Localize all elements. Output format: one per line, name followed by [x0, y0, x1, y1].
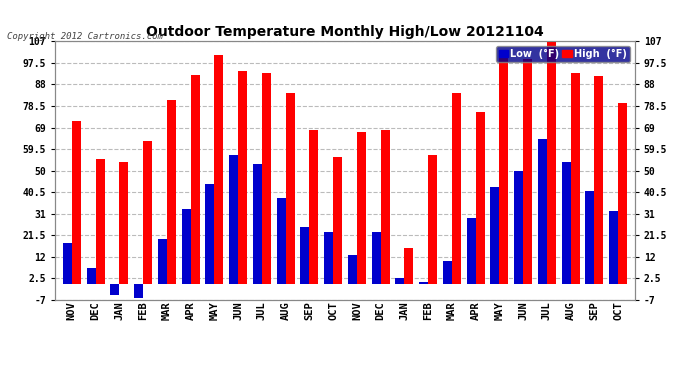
Bar	[143, 141, 152, 284]
Bar	[348, 255, 357, 284]
Bar	[523, 59, 532, 284]
Bar	[475, 112, 484, 284]
Text: Copyright 2012 Cartronics.com: Copyright 2012 Cartronics.com	[7, 32, 163, 41]
Bar	[618, 102, 627, 284]
Bar	[381, 130, 390, 284]
Bar	[190, 75, 199, 284]
Bar	[428, 155, 437, 284]
Bar	[571, 73, 580, 284]
Legend: Low  (°F), High  (°F): Low (°F), High (°F)	[496, 46, 630, 62]
Bar	[253, 164, 262, 284]
Bar	[466, 218, 475, 284]
Bar	[300, 227, 309, 284]
Bar	[609, 211, 618, 284]
Bar	[491, 186, 500, 284]
Bar	[206, 184, 215, 284]
Bar	[286, 93, 295, 284]
Bar	[119, 162, 128, 284]
Bar	[277, 198, 286, 284]
Bar	[594, 76, 604, 284]
Title: Outdoor Temperature Monthly High/Low 20121104: Outdoor Temperature Monthly High/Low 201…	[146, 25, 544, 39]
Bar	[110, 284, 119, 296]
Bar	[181, 209, 190, 284]
Bar	[309, 130, 318, 284]
Bar	[547, 41, 556, 284]
Bar	[372, 232, 381, 284]
Bar	[585, 191, 594, 284]
Bar	[86, 268, 96, 284]
Bar	[215, 55, 224, 284]
Bar	[500, 54, 509, 284]
Bar	[404, 248, 413, 284]
Bar	[63, 243, 72, 284]
Bar	[452, 93, 461, 284]
Bar	[324, 232, 333, 284]
Bar	[419, 282, 428, 284]
Bar	[158, 239, 167, 284]
Bar	[357, 132, 366, 284]
Bar	[238, 71, 247, 284]
Bar	[72, 121, 81, 284]
Bar	[134, 284, 143, 298]
Bar	[562, 162, 571, 284]
Bar	[229, 155, 238, 284]
Bar	[538, 139, 547, 284]
Bar	[514, 171, 523, 284]
Bar	[96, 159, 105, 284]
Bar	[167, 100, 176, 284]
Bar	[262, 73, 271, 284]
Bar	[395, 278, 404, 284]
Bar	[333, 157, 342, 284]
Bar	[443, 261, 452, 284]
